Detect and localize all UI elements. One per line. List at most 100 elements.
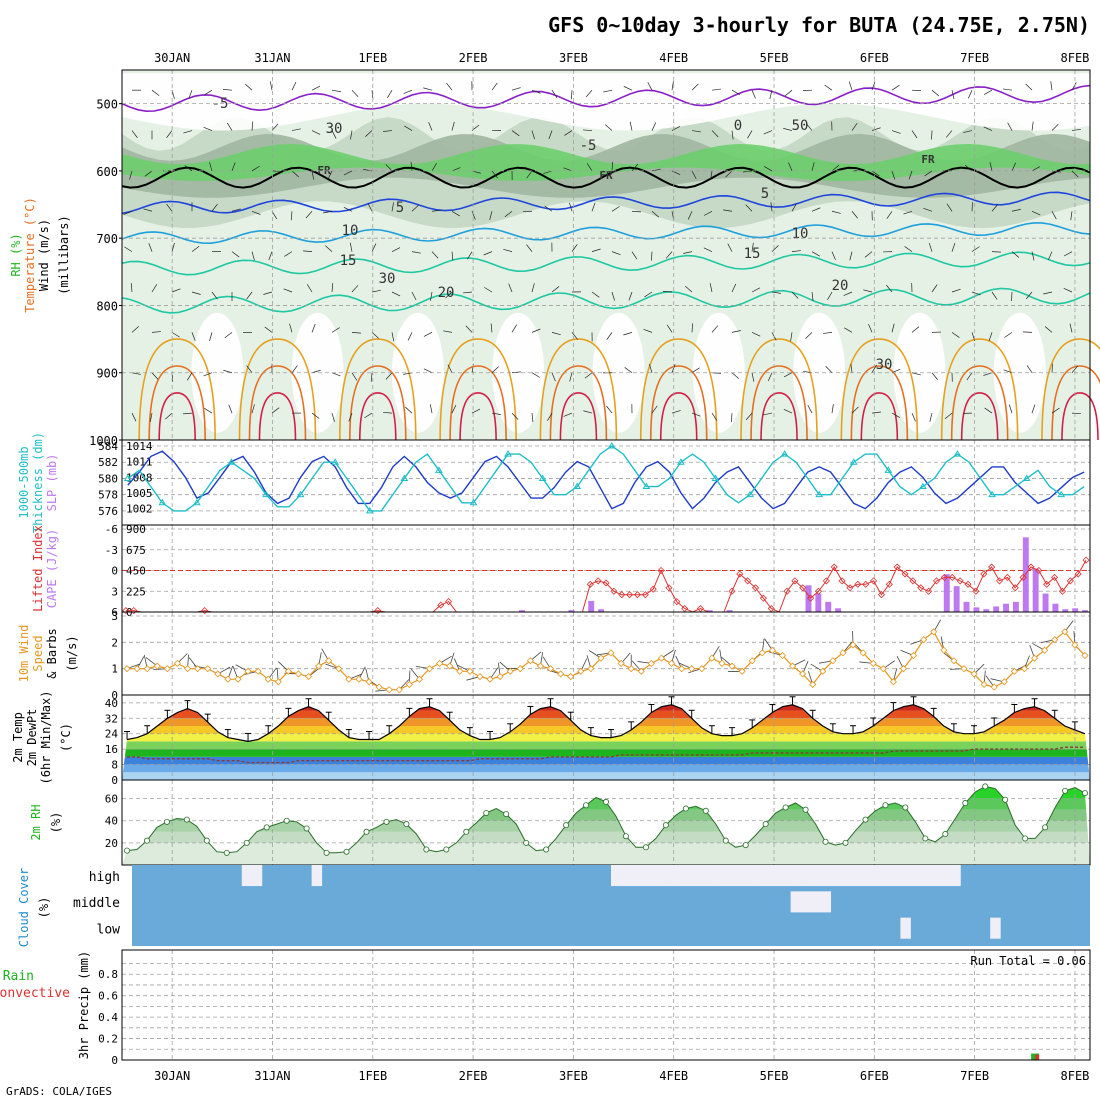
precip-tick-label: 0.8 [98,968,118,981]
contour-label: 15 [340,253,357,269]
contour-label: 10 [792,226,809,242]
wind-speed-marker [457,668,463,674]
wind-speed-marker [124,666,130,672]
temperature-band [122,741,1090,749]
precip-tick-label: 0.4 [98,1011,118,1024]
panel-label-text: RH (%) [9,233,23,276]
temperature-band [122,757,1090,765]
rh-marker [743,842,748,847]
wind-speed-marker [366,679,372,685]
panel-label-text: Temperature (°C) [23,197,37,313]
panel-ylabel: (%) [49,812,63,834]
temperature-band [122,749,1090,757]
rh-marker [384,819,389,824]
panel-label-text: Speed [31,635,45,671]
cloud-row-label: high [89,870,120,885]
rh-marker [803,807,808,812]
contour-label: 5 [761,186,769,202]
rh-marker [344,849,349,854]
bottom-date-label: 7FEB [960,1069,989,1083]
pressure-tick-label: 900 [96,367,118,381]
rh-marker [484,810,489,815]
temperature-band [122,711,1090,719]
footer-credit: GrADS: COLA/IGES [6,1085,112,1098]
pressure-tick-label: 500 [96,98,118,112]
li-tick-label: -3 [105,544,118,557]
thickness-tick-label: 576 [98,505,118,518]
rh-marker [603,799,608,804]
temp-tick-label: 8 [111,759,118,772]
li-tick-label: 0 [111,565,118,578]
contour-label: 30 [379,271,396,287]
cape-bar [964,602,970,612]
panel-side-label: RH (%)Temperature (°C)Wind (m/s)(milliba… [9,197,71,313]
rh-marker [1042,825,1047,830]
cloud-clear-cell [611,865,621,886]
temp-tick-label: 24 [105,728,119,741]
cloud-clear-cell [801,865,811,886]
panel-side-label: 2m RH(%) [29,804,63,840]
wind-speed-marker [295,671,301,677]
cloud-clear-cell [910,865,920,886]
bottom-date-label: 30JAN [154,1069,190,1083]
wind-speed-marker [406,681,412,687]
rh-marker [1082,790,1087,795]
precip-tick-label: 0.6 [98,990,118,1003]
wind-speed-marker [205,666,211,672]
rh-marker [184,817,189,822]
cape-tick-label: 675 [126,544,146,557]
wind-speed-marker [144,666,150,672]
cloud-clear-cell [851,865,861,886]
panel-label-text: Lifted Index [31,525,45,612]
cloud-clear-cell [621,865,631,886]
bottom-date-label: 4FEB [659,1069,688,1083]
rh-band [122,782,1090,799]
top-date-label: 1FEB [358,51,387,65]
thickness-tick-label: 580 [98,472,118,485]
wind-speed-marker [215,671,221,677]
panel-ylabel: (%) [37,897,51,919]
wind-speed-marker [447,663,453,669]
thickness-tick-label: 578 [98,489,118,502]
wind-speed-marker [558,671,564,677]
precip-ylabel: 3hr Precip (mm) [77,951,91,1059]
rh-marker [264,825,269,830]
rh-marker [1062,788,1067,793]
rh-tick-label: 40 [105,815,118,828]
panel-label-text: 2m DewPt [25,709,39,767]
slp-tick-label: 1014 [126,440,153,453]
bottom-date-label: 6FEB [860,1069,889,1083]
panel-label-text: Thickness (dm) [31,432,45,533]
precip-tick-label: 0.2 [98,1033,118,1046]
contour-label: 30 [876,357,893,373]
rh-band [122,810,1090,821]
wind-speed-marker [537,663,543,669]
rh-marker [224,850,229,855]
slp-tick-label: 1011 [126,456,153,469]
temperature-band [122,699,1090,703]
rh-marker [504,811,509,816]
cloud-clear-cell [252,865,262,886]
temperature-fill [122,699,1090,780]
rh-marker [284,818,289,823]
wind-speed-marker [548,666,554,672]
rh-fill [122,782,1090,865]
rh-tick-label: 20 [105,837,118,850]
wind-speed-marker [628,666,634,672]
contour-label: FR [921,153,935,166]
cloud-clear-cell [940,865,950,886]
panel-slp-thickness: 576578580582584100210051008101110141000-… [17,432,1090,533]
cloud-clear-cell [651,865,661,886]
bottom-date-label: 5FEB [760,1069,789,1083]
rh-marker [823,839,828,844]
temp-tick-label: 16 [105,743,118,756]
rh-marker [164,819,169,824]
wind-tick-label: 2 [111,636,118,649]
panel-label-text: (6hr Min/Max) [39,691,53,785]
wind-speed-marker [225,676,231,682]
